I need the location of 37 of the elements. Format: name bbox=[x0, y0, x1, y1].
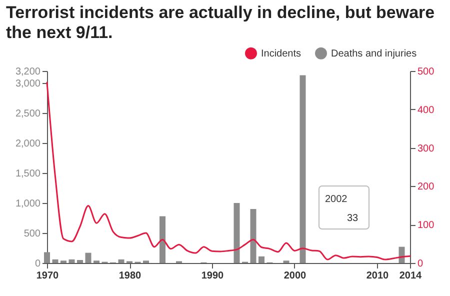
y-tick-label: 2,500 bbox=[15, 108, 41, 120]
y-tick-label: 500 bbox=[24, 228, 41, 240]
bar bbox=[250, 209, 256, 263]
x-tick-label: 1990 bbox=[201, 270, 224, 282]
y-tick-label: 3,000 bbox=[15, 78, 41, 90]
bar bbox=[85, 252, 92, 263]
bar bbox=[160, 216, 166, 263]
bar bbox=[234, 203, 240, 263]
x-tick-label: 2010 bbox=[366, 270, 390, 282]
bar bbox=[44, 252, 50, 263]
y2-tick-label: 100 bbox=[418, 220, 435, 232]
bar bbox=[118, 259, 124, 263]
x-tick-label: 2000 bbox=[284, 270, 307, 282]
bar bbox=[77, 260, 83, 263]
y-tick-label: 2,000 bbox=[15, 138, 41, 150]
y-tick-label: 1,000 bbox=[15, 198, 41, 210]
annotation: 33 bbox=[347, 213, 359, 224]
y2-tick-label: 400 bbox=[418, 104, 435, 116]
y-tick-label: 0 bbox=[34, 258, 41, 270]
chart-title: Terrorist incidents are actually in decline, but beware the next 9/11. bbox=[6, 3, 435, 42]
x-tick-label: 1970 bbox=[36, 270, 60, 282]
y2-tick-label: 300 bbox=[418, 143, 435, 154]
bar bbox=[258, 256, 264, 263]
legend-label: Deaths and injuries bbox=[331, 48, 417, 60]
y-tick-label: 1,500 bbox=[15, 168, 41, 180]
y-tick-label: 3,200 bbox=[15, 66, 41, 78]
y2-tick-label: 500 bbox=[418, 66, 435, 78]
bar bbox=[68, 259, 75, 263]
x-tick-label: 1980 bbox=[118, 270, 142, 282]
line-series bbox=[46, 82, 411, 260]
y2-tick-label: 0 bbox=[418, 258, 424, 270]
y2-tick-label: 200 bbox=[418, 182, 435, 193]
annotation: 2002 bbox=[325, 194, 348, 205]
bar bbox=[300, 75, 306, 263]
x-tick-label: 2014 bbox=[399, 270, 422, 282]
legend-label: Incidents bbox=[261, 48, 302, 60]
bar bbox=[52, 259, 58, 263]
